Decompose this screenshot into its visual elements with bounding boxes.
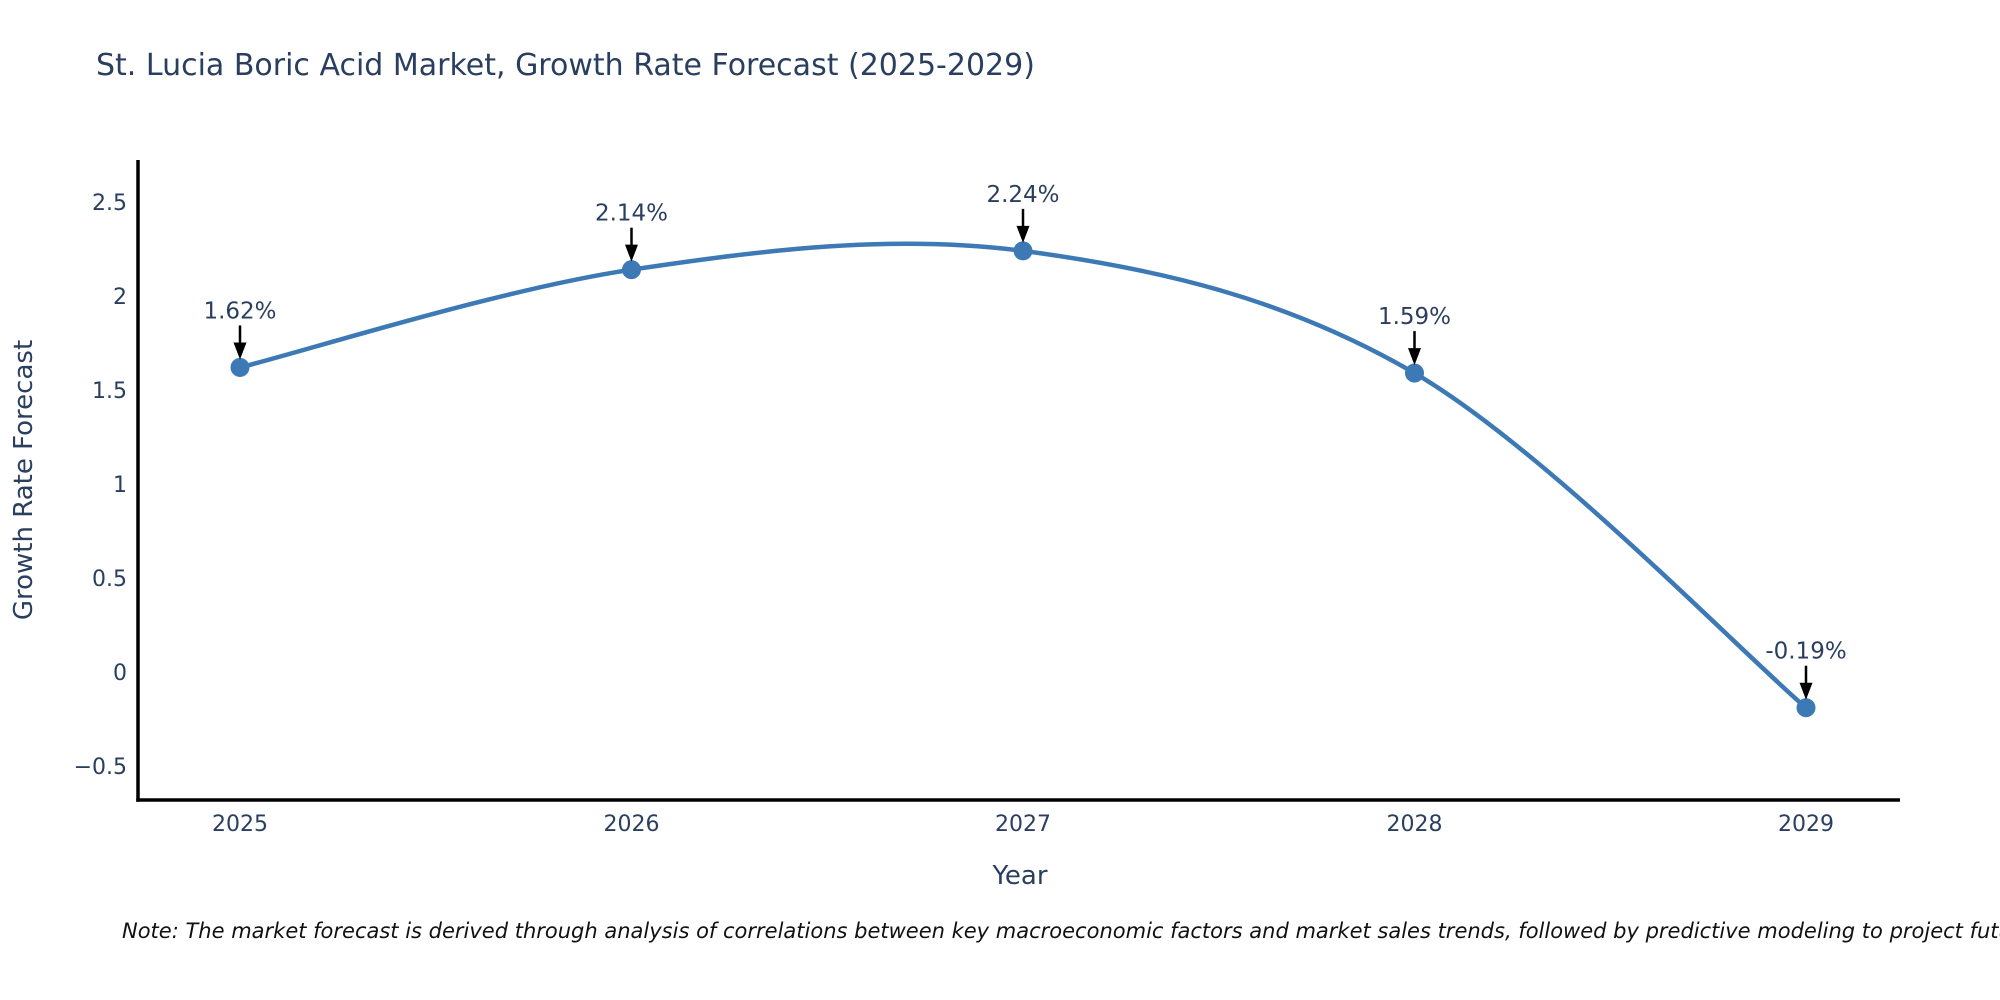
y-tick-label: −0.5	[74, 755, 127, 780]
data-point-2028	[1405, 363, 1424, 383]
x-tick-label: 2026	[604, 812, 660, 837]
x-tick-label: 2028	[1387, 812, 1443, 837]
data-point-2027	[1013, 241, 1033, 261]
y-tick-label: 0.5	[92, 567, 127, 592]
annotation-arrowhead-icon	[233, 342, 247, 360]
data-point-2025	[230, 357, 250, 377]
y-tick-label: 1	[113, 473, 127, 498]
annotation-label: 2.14%	[595, 201, 668, 227]
series-line	[237, 241, 1809, 710]
data-point-2026	[622, 260, 641, 280]
y-tick-label: 2	[113, 285, 127, 310]
annotation-label: -0.19%	[1765, 639, 1846, 665]
annotation-arrowhead-icon	[625, 244, 638, 262]
chart-title: St. Lucia Boric Acid Market, Growth Rate…	[96, 48, 1035, 83]
y-tick-label: 0	[113, 661, 127, 686]
annotation-label: 1.59%	[1378, 304, 1451, 330]
annotation-arrowhead-icon	[1799, 682, 1813, 700]
x-tick-label: 2029	[1778, 812, 1834, 837]
y-tick-label: 1.5	[92, 379, 127, 404]
annotation-label: 1.62%	[203, 298, 276, 324]
y-tick-label: 2.5	[92, 191, 127, 216]
annotation-arrowhead-icon	[1016, 225, 1030, 243]
annotation-label: 2.24%	[986, 182, 1059, 208]
footnote: Note: The market forecast is derived thr…	[122, 919, 2000, 943]
x-tick-label: 2027	[995, 812, 1051, 837]
annotation-arrowhead-icon	[1408, 348, 1421, 366]
data-point-2029	[1796, 698, 1816, 718]
plot-area: 2.5 2 1.5 1 0.5 0 −0.5 2025 2026 2027 2028 2029 1.62…	[74, 160, 1900, 837]
x-tick-label: 2025	[212, 812, 268, 837]
y-axis-title: Growth Rate Forecast	[9, 340, 39, 620]
x-axis-title: Year	[991, 861, 1047, 891]
